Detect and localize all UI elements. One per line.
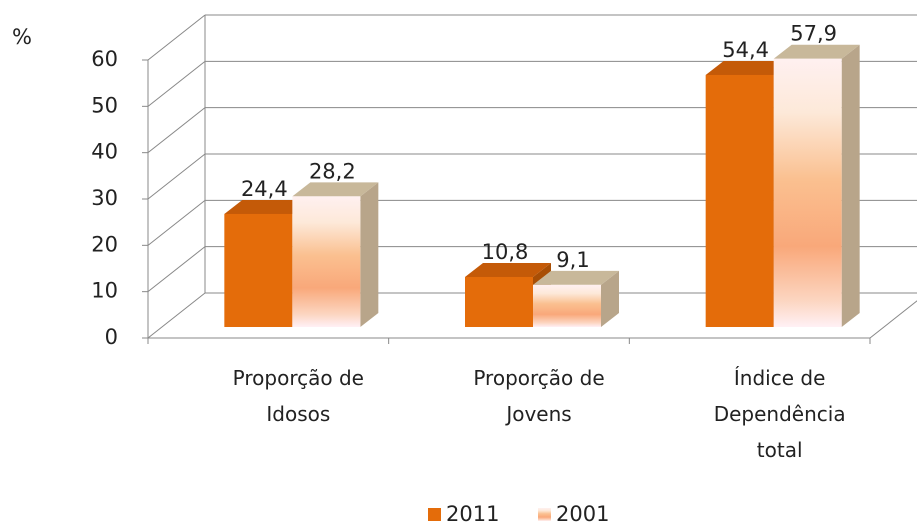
value-label: 24,4 [241,177,288,201]
bar-top [533,270,619,285]
y-tick-label: 30 [91,186,118,210]
grid-line [147,107,206,154]
y-tick-label: 0 [105,325,118,349]
bar-top [705,60,792,75]
y-axis-label: % [12,25,32,49]
bar [224,213,293,327]
grid-line [147,199,206,246]
legend-label: 2011 [446,502,499,526]
bar-top [224,199,311,214]
y-tick-label: 40 [91,140,118,164]
bar-top [773,44,860,59]
legend-label: 2001 [556,502,609,526]
grid-line [147,153,206,200]
value-label: 9,1 [556,248,589,272]
grid-line [147,60,206,107]
value-label: 28,2 [309,159,356,183]
bar-side [360,182,379,327]
y-tick-label: 60 [91,47,118,71]
y-tick-label: 20 [91,232,118,256]
bar-top [465,262,551,277]
floor-edge [869,300,917,339]
x-tick-label: Índice de Dependência total [713,366,846,462]
legend-swatch [538,508,551,521]
bar [533,284,601,327]
x-tick-label: Proporção de Idosos [232,366,364,426]
bar [292,196,361,327]
y-tick-label: 50 [91,93,118,117]
grid-line [147,292,206,339]
grid-line [147,14,206,61]
bar [773,58,842,327]
grid-line [147,246,206,293]
bar [705,74,774,328]
bar-side [841,44,860,327]
y-tick-label: 10 [91,279,118,303]
bar-top [292,182,379,197]
legend-swatch [428,508,441,521]
value-label: 54,4 [722,38,769,62]
value-label: 10,8 [482,240,529,264]
x-tick-label: Proporção de Jovens [473,366,605,426]
value-label: 57,9 [790,22,837,46]
bar-side [601,270,619,327]
bar [465,276,533,327]
